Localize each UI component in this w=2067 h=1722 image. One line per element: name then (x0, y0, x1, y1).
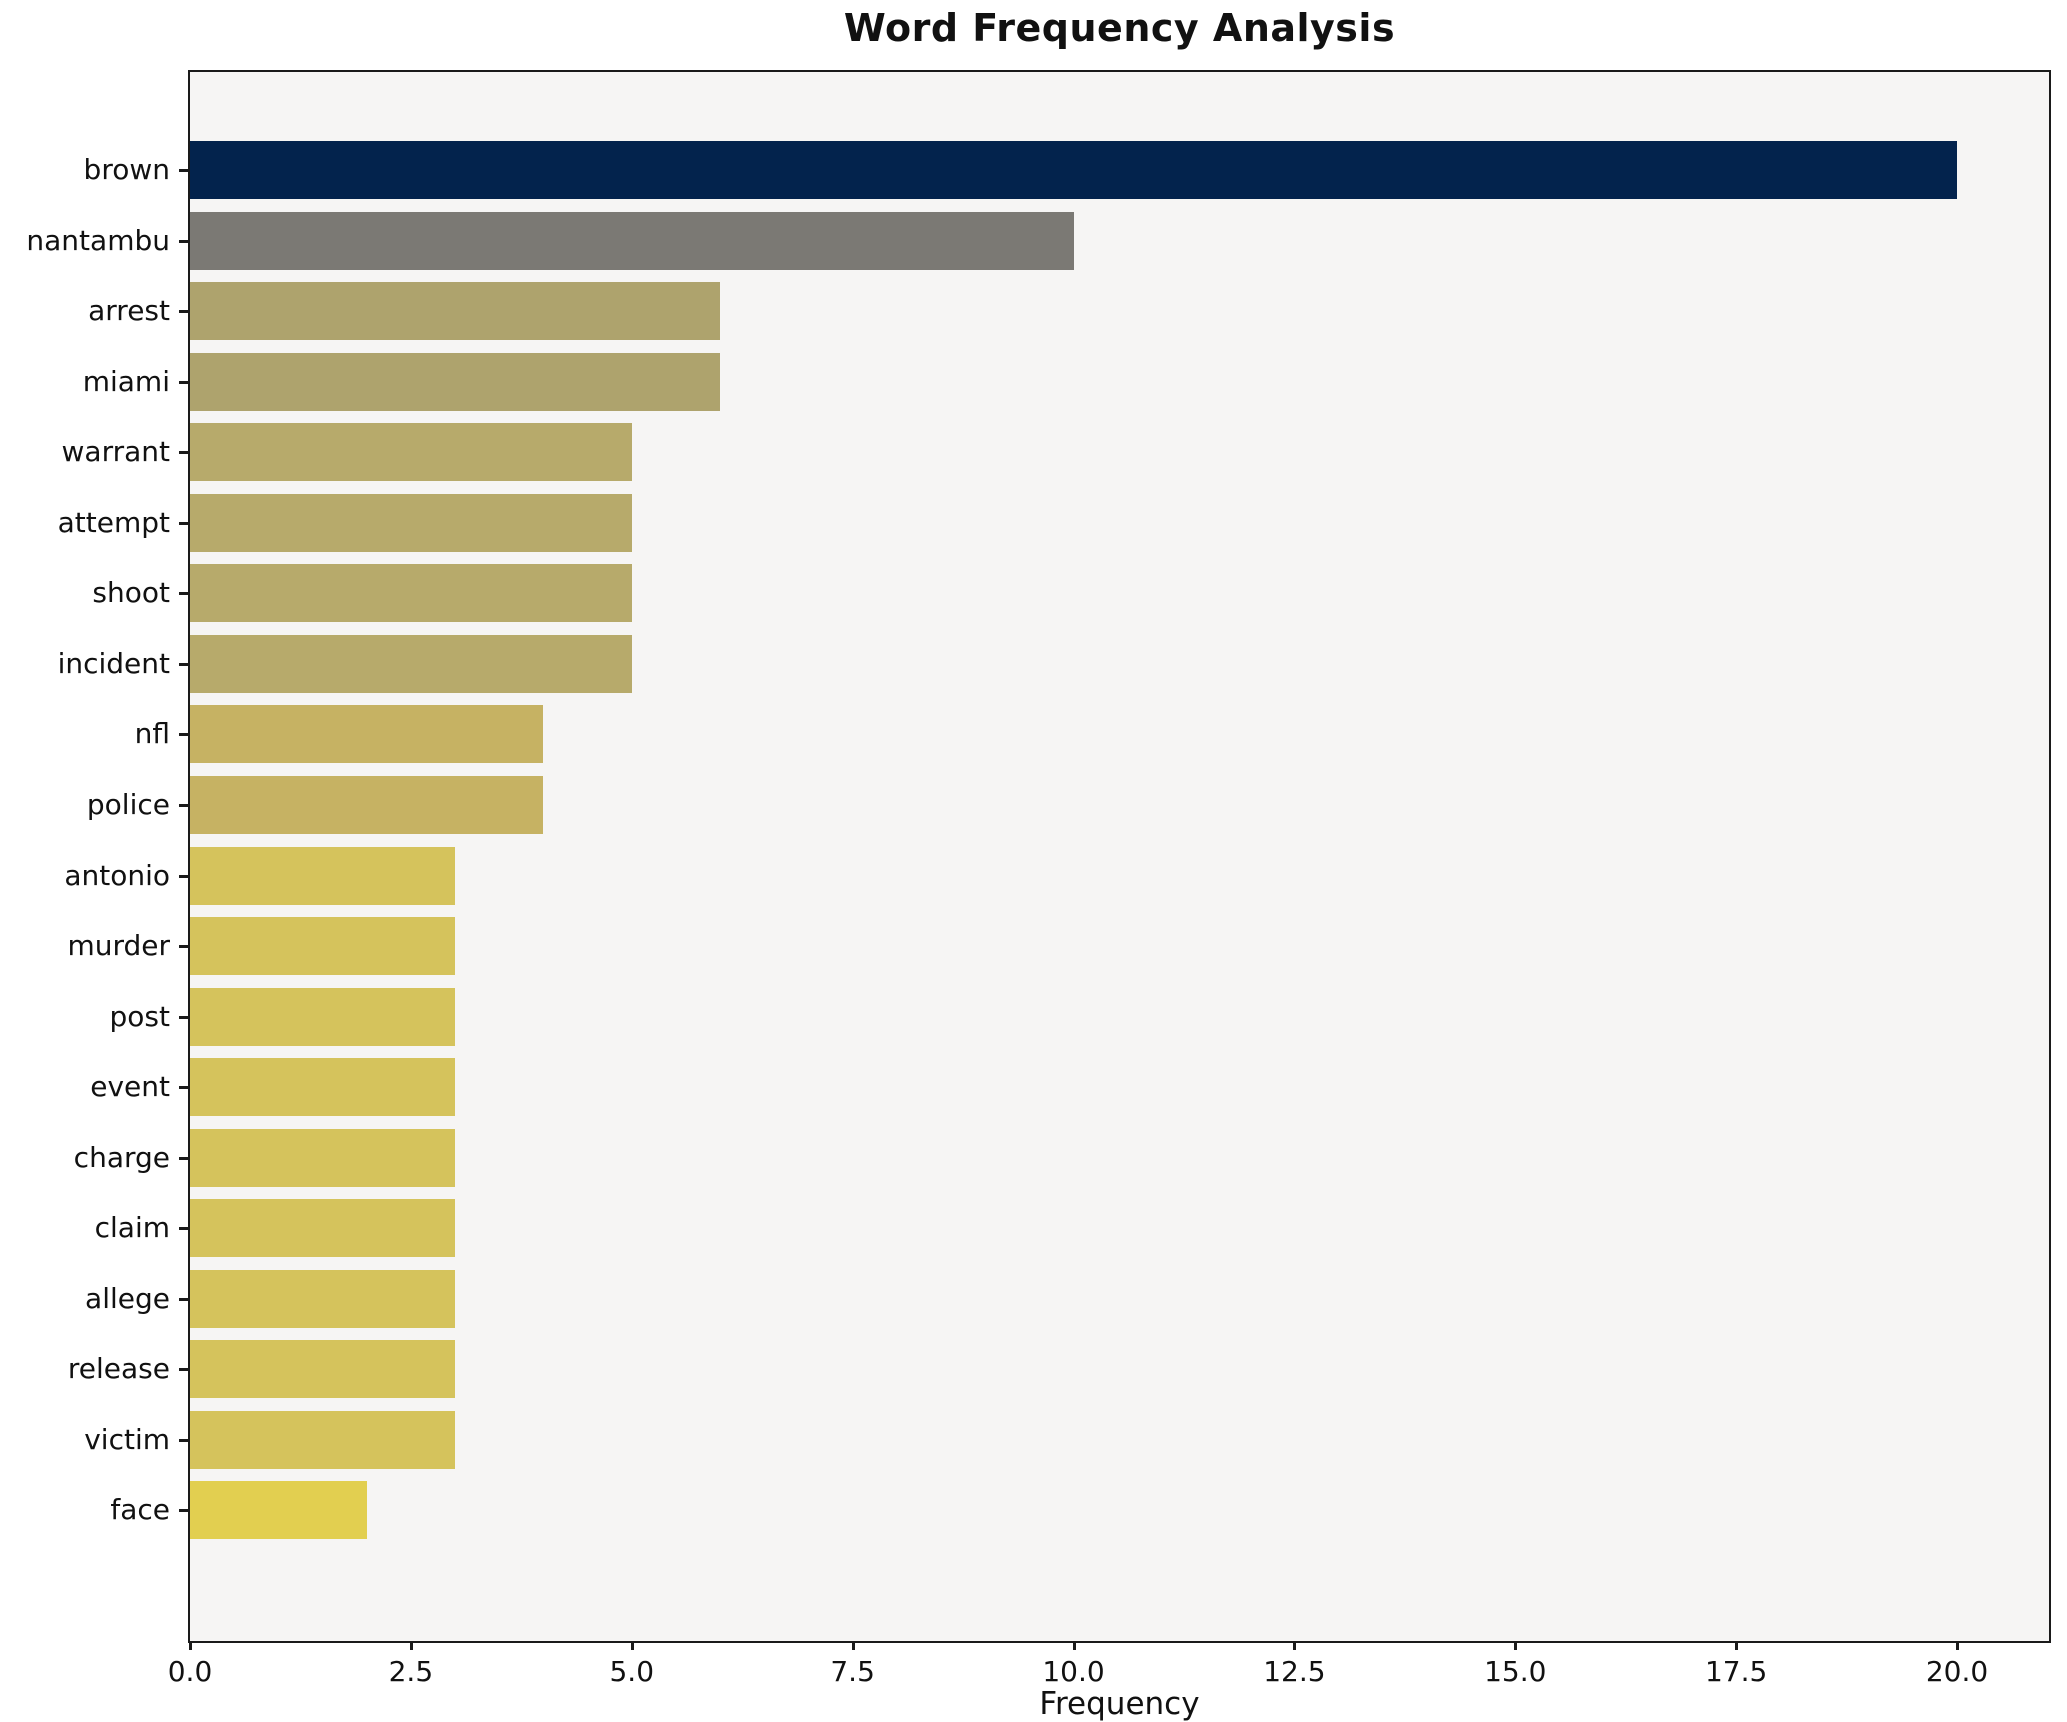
y-tick-mark (179, 733, 188, 737)
y-tick-label-nfl: nfl (134, 717, 170, 751)
x-tick-mark (1072, 1641, 1076, 1650)
y-tick-label-murder: murder (67, 929, 170, 963)
plot-area (190, 72, 2049, 1641)
bar-brown (190, 141, 1957, 199)
y-tick-mark (179, 945, 188, 949)
bar-post (190, 987, 456, 1046)
y-tick-label-miami: miami (82, 364, 170, 398)
y-tick-mark (179, 521, 188, 525)
y-tick-label-event: event (90, 1070, 170, 1104)
y-tick-label-police: police (86, 787, 170, 821)
x-tick-mark (630, 1641, 634, 1650)
x-tick-mark (1735, 1641, 1739, 1650)
y-tick-label-release: release (67, 1352, 170, 1386)
bar-event (190, 1058, 456, 1117)
y-tick-label-arrest: arrest (88, 294, 170, 328)
x-axis-label: Frequency (1039, 1686, 1200, 1722)
y-tick-label-charge: charge (73, 1140, 170, 1174)
y-tick-label-allege: allege (85, 1281, 170, 1315)
y-tick-label-antonio: antonio (64, 858, 170, 892)
y-tick-mark (179, 1368, 188, 1372)
x-tick-mark (851, 1641, 855, 1650)
y-tick-mark (179, 662, 188, 666)
y-tick-mark (179, 1156, 188, 1160)
y-tick-mark (179, 874, 188, 878)
x-tick-mark (1293, 1641, 1297, 1650)
bar-charge (190, 1128, 456, 1187)
x-tick-mark (189, 1641, 192, 1650)
y-tick-mark (179, 1297, 188, 1301)
x-tick-mark (1956, 1641, 1959, 1650)
bar-police (190, 775, 544, 834)
x-tick-mark (1514, 1641, 1518, 1650)
x-tick-label-20.0: 20.0 (1925, 1655, 1989, 1688)
x-tick-mark (409, 1641, 413, 1650)
y-tick-label-victim: victim (84, 1422, 170, 1456)
y-tick-label-shoot: shoot (92, 576, 170, 610)
bar-nfl (190, 705, 544, 764)
y-tick-mark (179, 1086, 188, 1090)
x-tick-label-12.5: 12.5 (1263, 1655, 1326, 1688)
x-tick-label-17.5: 17.5 (1704, 1655, 1768, 1688)
bar-antonio (190, 846, 456, 905)
x-tick-label-5.0: 5.0 (609, 1655, 655, 1688)
y-tick-mark (179, 380, 188, 384)
y-tick-mark (179, 592, 188, 596)
y-tick-mark (179, 169, 188, 172)
y-tick-label-claim: claim (94, 1211, 170, 1245)
y-tick-label-face: face (110, 1493, 170, 1527)
bar-claim (190, 1199, 456, 1258)
y-tick-label-warrant: warrant (61, 435, 170, 469)
bar-allege (190, 1269, 456, 1328)
y-tick-mark (179, 239, 188, 243)
bar-arrest (190, 282, 721, 341)
bar-murder (190, 917, 456, 976)
x-tick-label-0.0: 0.0 (167, 1655, 213, 1688)
bar-warrant (190, 423, 632, 482)
bar-face (190, 1481, 367, 1540)
y-tick-mark (179, 451, 188, 455)
chart-title: Word Frequency Analysis (843, 6, 1396, 50)
y-tick-mark (179, 1227, 188, 1231)
y-tick-mark (179, 1438, 188, 1442)
y-tick-label-attempt: attempt (57, 505, 170, 539)
x-tick-label-7.5: 7.5 (830, 1655, 875, 1688)
y-tick-mark (179, 1015, 188, 1019)
x-tick-label-10.0: 10.0 (1042, 1655, 1105, 1688)
y-tick-label-nantambu: nantambu (26, 223, 170, 257)
bar-release (190, 1340, 456, 1399)
x-tick-label-15.0: 15.0 (1484, 1655, 1547, 1688)
y-tick-label-incident: incident (57, 646, 170, 680)
y-tick-mark (179, 1509, 188, 1513)
y-tick-label-brown: brown (83, 153, 170, 186)
x-tick-label-2.5: 2.5 (388, 1655, 434, 1688)
bar-miami (190, 352, 721, 411)
bar-incident (190, 634, 632, 693)
y-tick-mark (179, 310, 188, 314)
bar-attempt (190, 493, 632, 552)
bar-nantambu (190, 211, 1074, 270)
y-tick-label-post: post (109, 999, 170, 1033)
bar-shoot (190, 564, 632, 623)
bar-victim (190, 1410, 456, 1469)
y-tick-mark (179, 803, 188, 807)
